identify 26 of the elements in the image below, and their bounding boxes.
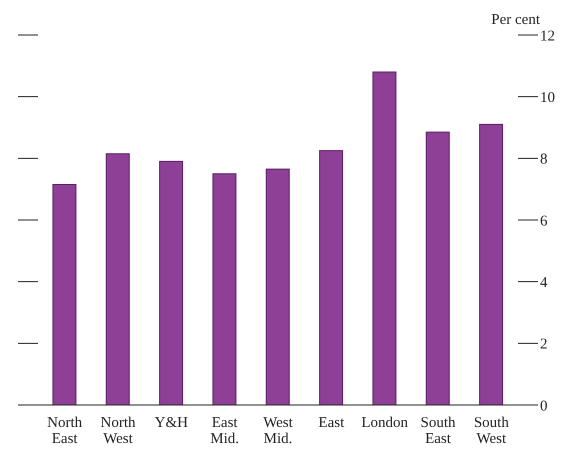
x-tick-label: East — [318, 415, 346, 431]
bar — [479, 124, 504, 405]
x-tick-label: North East — [47, 415, 83, 447]
bar — [266, 168, 290, 405]
bar — [372, 72, 396, 405]
y-axis-title: Per cent — [491, 12, 540, 29]
y-tick-label: 0 — [540, 398, 548, 414]
y-tick-label: 2 — [540, 336, 548, 353]
bar — [159, 160, 184, 405]
x-tick-label: West Mid. — [263, 415, 294, 447]
x-tick-label: North West — [100, 415, 136, 447]
y-tick-label: 10 — [540, 90, 555, 106]
y-tick-label: 8 — [540, 152, 548, 168]
x-tick-label: Y&H — [154, 415, 188, 431]
bar — [52, 184, 76, 405]
x-tick-label: London — [361, 415, 408, 431]
x-tick-label: East Mid. — [210, 415, 240, 447]
bar — [426, 132, 450, 405]
bar — [106, 153, 130, 405]
bar — [212, 173, 236, 405]
y-tick-label: 4 — [540, 274, 548, 291]
x-tick-label: South West — [474, 415, 510, 447]
bar — [319, 150, 344, 405]
x-tick-label: South East — [420, 415, 456, 447]
y-tick-label: 12 — [540, 28, 555, 44]
y-tick-label: 6 — [540, 213, 548, 230]
